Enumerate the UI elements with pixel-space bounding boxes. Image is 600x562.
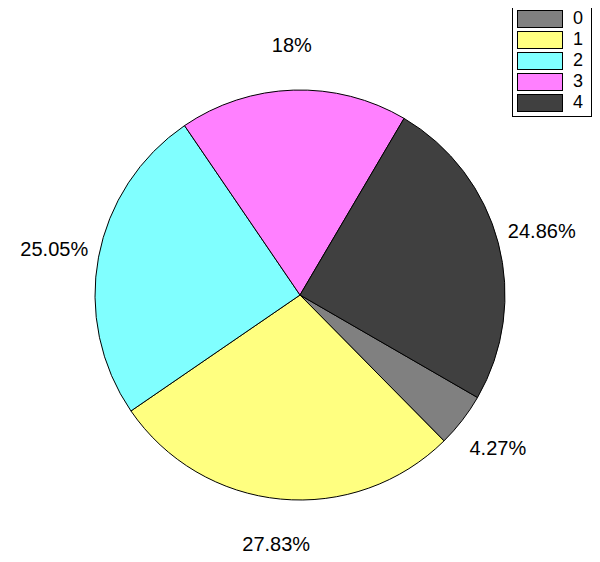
html-text:4: 4 — [573, 92, 583, 112]
svg-text:4.27%: 4.27% — [469, 437, 526, 459]
svg-text:27.83%: 27.83% — [242, 533, 310, 554]
html-text:1: 1 — [573, 29, 583, 49]
html-text:2: 2 — [573, 50, 583, 70]
svg-text:18%: 18% — [272, 34, 312, 56]
svg-text:25.05%: 25.05% — [20, 238, 88, 260]
svg-text:24.86%: 24.86% — [508, 220, 576, 242]
html-text:0: 0 — [573, 8, 583, 28]
html-text:3: 3 — [573, 71, 583, 91]
